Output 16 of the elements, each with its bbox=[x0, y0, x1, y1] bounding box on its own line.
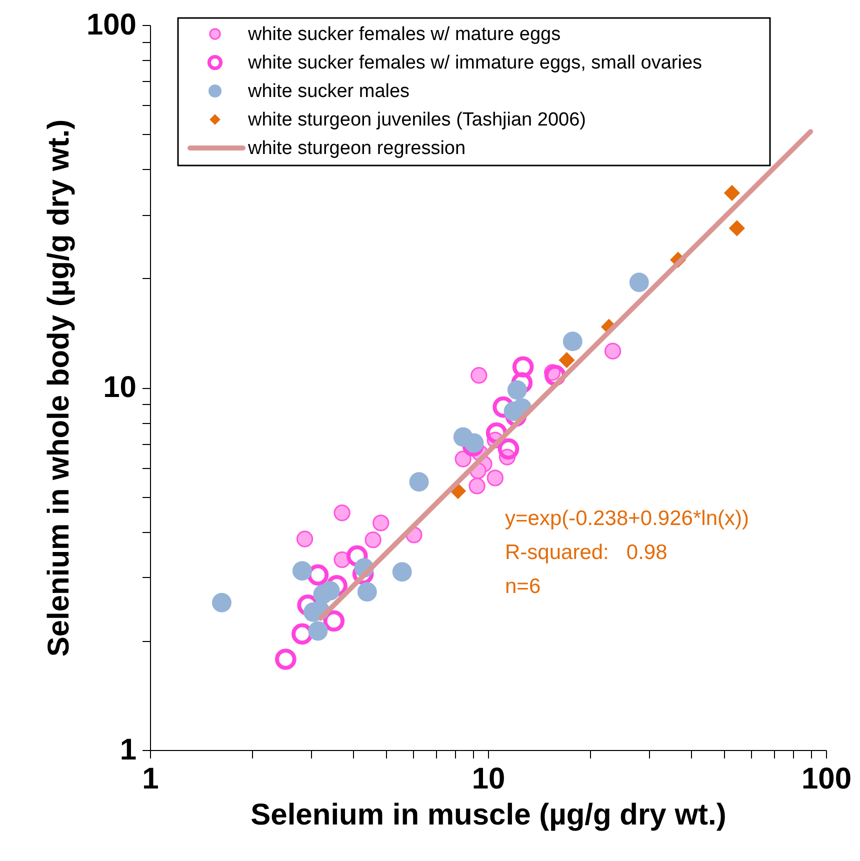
legend-label: white sucker females w/ immature eggs, small ovaries bbox=[247, 52, 702, 74]
x-axis-title: Selenium in muscle (µg/g dry wt.) bbox=[250, 798, 726, 832]
y-tick-label: 1 bbox=[120, 734, 136, 766]
legend-label: white sucker females w/ mature eggs bbox=[247, 24, 561, 45]
y-tick-label: 100 bbox=[86, 8, 136, 42]
annotation: R-squared: 0.98 bbox=[505, 541, 668, 564]
x-tick-label: 100 bbox=[801, 762, 852, 796]
x-tick-label: 1 bbox=[142, 762, 159, 796]
y-tick-label: 10 bbox=[103, 371, 136, 404]
annotation: n=6 bbox=[505, 575, 541, 598]
legend-label: white sucker males bbox=[247, 81, 410, 102]
annotation: y=exp(-0.238+0.926*ln(x)) bbox=[505, 507, 749, 530]
x-tick-label: 10 bbox=[472, 762, 506, 796]
legend-label: white sturgeon regression bbox=[247, 138, 466, 159]
y-axis-title: Selenium in whole body (µg/g dry wt.) bbox=[42, 119, 76, 657]
legend-label: white sturgeon juveniles (Tashjian 2006) bbox=[247, 110, 586, 130]
